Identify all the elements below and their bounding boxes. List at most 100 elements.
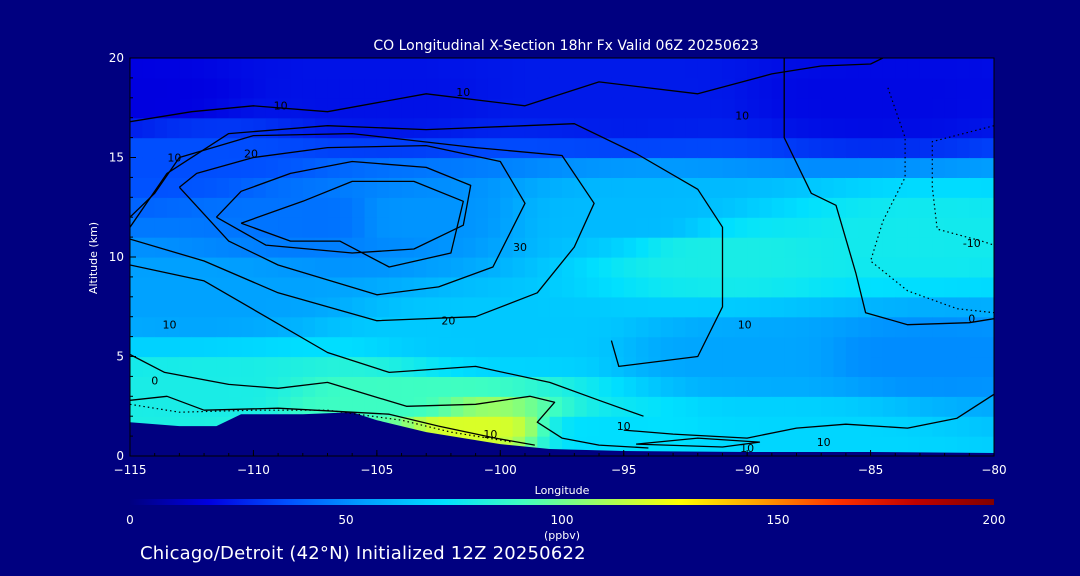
- field-cell: [734, 157, 748, 178]
- field-cell: [352, 396, 366, 417]
- field-cell: [944, 77, 958, 99]
- field-cell: [315, 237, 329, 258]
- field-cell: [241, 396, 255, 417]
- field-cell: [611, 97, 625, 119]
- field-cell: [673, 117, 687, 139]
- field-cell: [142, 177, 156, 198]
- field-cell: [389, 97, 403, 119]
- field-cell: [722, 77, 736, 99]
- field-cell: [450, 97, 464, 119]
- field-cell: [895, 336, 909, 358]
- field-cell: [376, 217, 390, 238]
- field-cell: [907, 316, 921, 338]
- field-cell: [599, 137, 612, 159]
- field-cell: [524, 177, 538, 198]
- field-cell: [660, 376, 674, 397]
- field-cell: [154, 237, 168, 258]
- field-cell: [969, 376, 983, 397]
- field-cell: [784, 356, 798, 377]
- field-cell: [722, 177, 736, 198]
- field-cell: [376, 376, 390, 397]
- field-cell: [413, 237, 427, 258]
- field-cell: [315, 376, 329, 397]
- field-cell: [241, 58, 255, 79]
- field-cell: [734, 177, 748, 198]
- field-cell: [524, 356, 538, 377]
- field-cell: [487, 197, 501, 218]
- field-cell: [204, 117, 217, 139]
- field-cell: [278, 396, 292, 417]
- field-cell: [969, 77, 983, 99]
- field-cell: [660, 177, 674, 198]
- field-cell: [821, 117, 835, 139]
- contour-line: [130, 123, 724, 368]
- field-cell: [241, 257, 255, 278]
- field-cell: [339, 257, 353, 278]
- field-cell: [771, 237, 785, 258]
- field-cell: [673, 237, 687, 258]
- field-cell: [179, 177, 193, 198]
- field-cell: [167, 217, 180, 238]
- field-cell: [216, 58, 230, 79]
- field-cell: [710, 296, 724, 318]
- field-cell: [710, 97, 724, 119]
- field-cell: [808, 436, 822, 456]
- field-cell: [759, 336, 773, 358]
- field-cell: [315, 276, 329, 298]
- field-cell: [463, 336, 477, 358]
- field-cell: [870, 376, 884, 397]
- field-cell: [759, 177, 773, 198]
- field-cell: [524, 416, 538, 437]
- field-cell: [413, 157, 427, 178]
- field-cell: [179, 217, 193, 238]
- field-cell: [636, 197, 649, 218]
- field-cell: [426, 336, 440, 358]
- field-cell: [907, 157, 921, 178]
- field-cell: [216, 137, 230, 159]
- field-cell: [413, 217, 427, 238]
- field-cell: [524, 117, 538, 139]
- field-cell: [956, 137, 970, 159]
- field-cell: [660, 336, 674, 358]
- field-cell: [858, 356, 872, 377]
- field-cell: [413, 276, 427, 298]
- field-cell: [413, 58, 427, 79]
- field-cell: [179, 336, 193, 358]
- field-cell: [932, 257, 946, 278]
- field-cell: [278, 376, 292, 397]
- field-cell: [673, 157, 687, 178]
- field-cell: [599, 296, 612, 318]
- field-cell: [821, 276, 835, 298]
- field-cell: [142, 237, 156, 258]
- field-cell: [241, 376, 255, 397]
- field-cell: [401, 257, 415, 278]
- field-cell: [389, 137, 403, 159]
- field-cell: [586, 396, 600, 417]
- field-cell: [747, 217, 761, 238]
- field-cell: [315, 336, 329, 358]
- field-cell: [549, 237, 563, 258]
- field-cell: [339, 58, 353, 79]
- field-cell: [673, 376, 687, 397]
- field-cell: [956, 356, 970, 377]
- field-cell: [599, 376, 612, 397]
- field-cell: [673, 296, 687, 318]
- field-cell: [179, 58, 193, 79]
- field-cell: [389, 197, 403, 218]
- field-cell: [302, 376, 316, 397]
- field-cell: [327, 316, 341, 338]
- field-cell: [253, 177, 267, 198]
- field-cell: [512, 177, 526, 198]
- field-cell: [710, 197, 724, 218]
- field-cell: [352, 137, 366, 159]
- field-cell: [241, 356, 255, 377]
- y-tick-label: 20: [109, 51, 124, 65]
- field-cell: [450, 396, 464, 417]
- field-cell: [710, 237, 724, 258]
- field-cell: [413, 257, 427, 278]
- field-cell: [290, 356, 304, 377]
- field-cell: [302, 117, 316, 139]
- field-cell: [574, 237, 588, 258]
- field-cell: [302, 97, 316, 119]
- field-cell: [438, 157, 452, 178]
